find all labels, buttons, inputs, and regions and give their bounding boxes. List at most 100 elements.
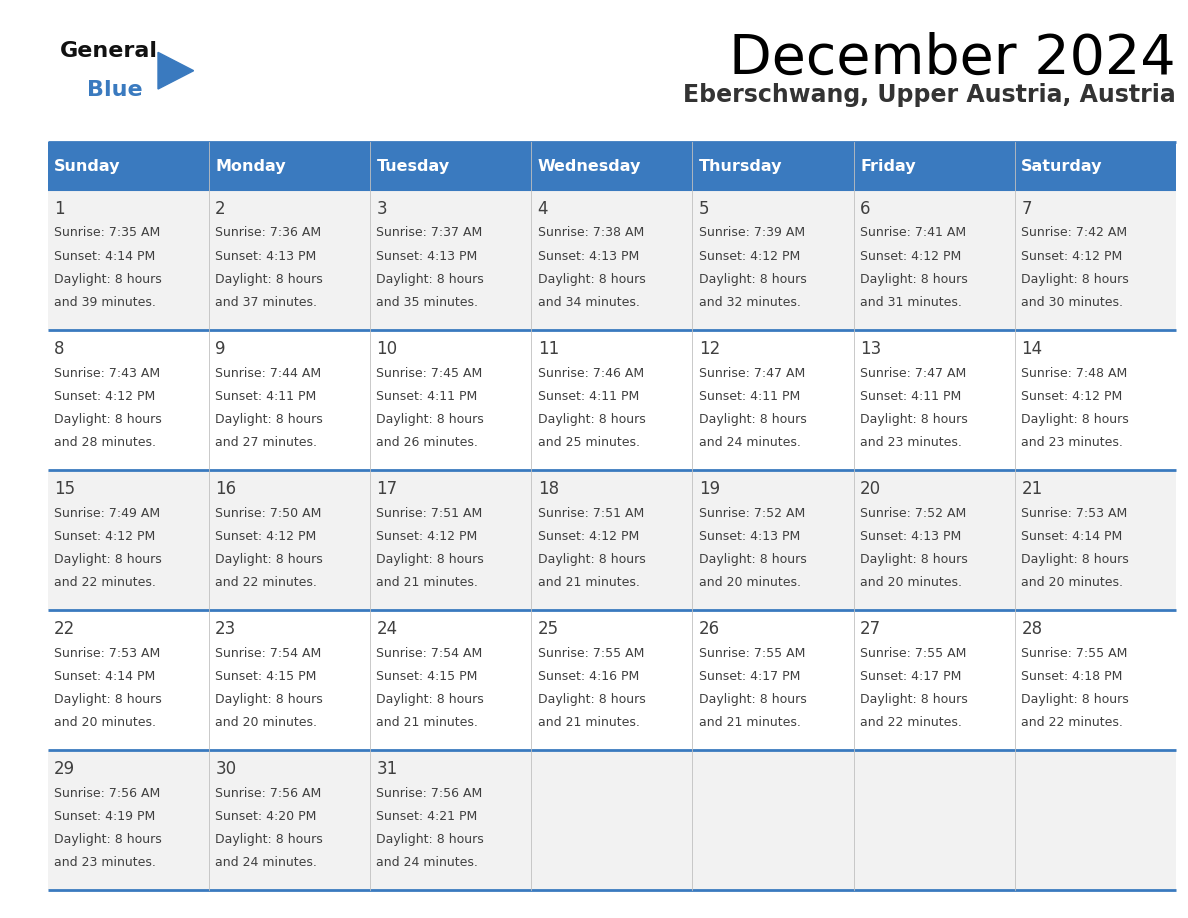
- Text: Sunrise: 7:54 AM: Sunrise: 7:54 AM: [215, 646, 322, 660]
- Text: 9: 9: [215, 340, 226, 358]
- Text: Daylight: 8 hours: Daylight: 8 hours: [538, 413, 645, 426]
- Bar: [369, 142, 531, 190]
- Text: Daylight: 8 hours: Daylight: 8 hours: [860, 553, 968, 565]
- Text: Sunrise: 7:54 AM: Sunrise: 7:54 AM: [377, 646, 482, 660]
- Text: Sunrise: 7:44 AM: Sunrise: 7:44 AM: [215, 366, 321, 379]
- Text: and 20 minutes.: and 20 minutes.: [1022, 576, 1124, 589]
- Text: Daylight: 8 hours: Daylight: 8 hours: [53, 833, 162, 846]
- Text: and 31 minutes.: and 31 minutes.: [860, 296, 962, 308]
- Text: Sunrise: 7:51 AM: Sunrise: 7:51 AM: [538, 507, 644, 520]
- Text: Sunrise: 7:49 AM: Sunrise: 7:49 AM: [53, 507, 160, 520]
- Text: Sunrise: 7:52 AM: Sunrise: 7:52 AM: [699, 507, 805, 520]
- Text: and 21 minutes.: and 21 minutes.: [699, 716, 801, 729]
- Text: Sunset: 4:16 PM: Sunset: 4:16 PM: [538, 670, 639, 683]
- Text: Daylight: 8 hours: Daylight: 8 hours: [538, 273, 645, 285]
- Text: Sunset: 4:13 PM: Sunset: 4:13 PM: [215, 250, 316, 263]
- Text: Sunset: 4:13 PM: Sunset: 4:13 PM: [377, 250, 478, 263]
- Text: Sunset: 4:11 PM: Sunset: 4:11 PM: [377, 389, 478, 403]
- Text: Daylight: 8 hours: Daylight: 8 hours: [53, 553, 162, 565]
- Text: 28: 28: [1022, 620, 1042, 638]
- Text: 23: 23: [215, 620, 236, 638]
- Text: Daylight: 8 hours: Daylight: 8 hours: [215, 273, 323, 285]
- Text: Sunrise: 7:55 AM: Sunrise: 7:55 AM: [860, 646, 967, 660]
- Text: and 20 minutes.: and 20 minutes.: [699, 576, 801, 589]
- Text: Daylight: 8 hours: Daylight: 8 hours: [53, 693, 162, 706]
- Text: Sunrise: 7:55 AM: Sunrise: 7:55 AM: [1022, 646, 1127, 660]
- Text: and 34 minutes.: and 34 minutes.: [538, 296, 639, 308]
- Text: Daylight: 8 hours: Daylight: 8 hours: [1022, 693, 1129, 706]
- Text: Friday: Friday: [860, 159, 916, 174]
- Text: Sunrise: 7:37 AM: Sunrise: 7:37 AM: [377, 227, 482, 240]
- Text: 10: 10: [377, 340, 398, 358]
- Text: 12: 12: [699, 340, 720, 358]
- Text: Sunrise: 7:45 AM: Sunrise: 7:45 AM: [377, 366, 482, 379]
- Text: 2: 2: [215, 200, 226, 218]
- Text: and 21 minutes.: and 21 minutes.: [538, 576, 639, 589]
- Text: 11: 11: [538, 340, 558, 358]
- Text: Sunset: 4:11 PM: Sunset: 4:11 PM: [215, 389, 316, 403]
- Text: Sunset: 4:13 PM: Sunset: 4:13 PM: [860, 530, 961, 543]
- Bar: [48, 470, 1176, 610]
- Text: 30: 30: [215, 760, 236, 778]
- Text: and 25 minutes.: and 25 minutes.: [538, 436, 639, 449]
- Text: Daylight: 8 hours: Daylight: 8 hours: [860, 273, 968, 285]
- Text: Daylight: 8 hours: Daylight: 8 hours: [1022, 413, 1129, 426]
- Text: Sunrise: 7:43 AM: Sunrise: 7:43 AM: [53, 366, 160, 379]
- Text: Sunrise: 7:47 AM: Sunrise: 7:47 AM: [699, 366, 805, 379]
- Text: 4: 4: [538, 200, 548, 218]
- Text: 18: 18: [538, 480, 558, 498]
- Text: and 21 minutes.: and 21 minutes.: [377, 716, 479, 729]
- Text: and 21 minutes.: and 21 minutes.: [377, 576, 479, 589]
- Text: Sunset: 4:14 PM: Sunset: 4:14 PM: [53, 670, 156, 683]
- Text: Sunset: 4:12 PM: Sunset: 4:12 PM: [1022, 389, 1123, 403]
- Text: Sunday: Sunday: [53, 159, 120, 174]
- Text: Daylight: 8 hours: Daylight: 8 hours: [699, 413, 807, 426]
- Text: and 23 minutes.: and 23 minutes.: [860, 436, 962, 449]
- Text: and 26 minutes.: and 26 minutes.: [377, 436, 479, 449]
- Text: and 24 minutes.: and 24 minutes.: [377, 856, 479, 869]
- Text: Sunset: 4:12 PM: Sunset: 4:12 PM: [215, 530, 316, 543]
- Text: Blue: Blue: [87, 80, 143, 100]
- Text: Sunrise: 7:42 AM: Sunrise: 7:42 AM: [1022, 227, 1127, 240]
- Text: 7: 7: [1022, 200, 1032, 218]
- Bar: [209, 142, 369, 190]
- Text: and 20 minutes.: and 20 minutes.: [215, 716, 317, 729]
- Text: and 24 minutes.: and 24 minutes.: [699, 436, 801, 449]
- Text: Sunset: 4:19 PM: Sunset: 4:19 PM: [53, 810, 156, 823]
- Text: 31: 31: [377, 760, 398, 778]
- Text: Daylight: 8 hours: Daylight: 8 hours: [377, 833, 485, 846]
- Text: Daylight: 8 hours: Daylight: 8 hours: [377, 693, 485, 706]
- Text: 19: 19: [699, 480, 720, 498]
- Text: Sunrise: 7:48 AM: Sunrise: 7:48 AM: [1022, 366, 1127, 379]
- Bar: [693, 142, 854, 190]
- Text: 14: 14: [1022, 340, 1042, 358]
- Text: Sunrise: 7:56 AM: Sunrise: 7:56 AM: [215, 787, 322, 800]
- Text: and 22 minutes.: and 22 minutes.: [53, 576, 156, 589]
- Text: Daylight: 8 hours: Daylight: 8 hours: [1022, 553, 1129, 565]
- Text: Sunset: 4:21 PM: Sunset: 4:21 PM: [377, 810, 478, 823]
- Text: Sunset: 4:12 PM: Sunset: 4:12 PM: [538, 530, 639, 543]
- Text: and 20 minutes.: and 20 minutes.: [53, 716, 156, 729]
- Text: Sunset: 4:15 PM: Sunset: 4:15 PM: [377, 670, 478, 683]
- Text: and 35 minutes.: and 35 minutes.: [377, 296, 479, 308]
- Text: Sunset: 4:12 PM: Sunset: 4:12 PM: [699, 250, 801, 263]
- Text: 25: 25: [538, 620, 558, 638]
- Text: 29: 29: [53, 760, 75, 778]
- Text: Sunset: 4:18 PM: Sunset: 4:18 PM: [1022, 670, 1123, 683]
- Text: and 22 minutes.: and 22 minutes.: [1022, 716, 1123, 729]
- Text: Sunrise: 7:50 AM: Sunrise: 7:50 AM: [215, 507, 322, 520]
- Text: 21: 21: [1022, 480, 1043, 498]
- Text: Sunset: 4:17 PM: Sunset: 4:17 PM: [699, 670, 801, 683]
- Text: Daylight: 8 hours: Daylight: 8 hours: [860, 413, 968, 426]
- Text: Sunrise: 7:53 AM: Sunrise: 7:53 AM: [53, 646, 160, 660]
- Text: Sunset: 4:12 PM: Sunset: 4:12 PM: [53, 389, 156, 403]
- Text: Daylight: 8 hours: Daylight: 8 hours: [377, 553, 485, 565]
- Text: 15: 15: [53, 480, 75, 498]
- Bar: [48, 610, 1176, 750]
- Text: Sunrise: 7:38 AM: Sunrise: 7:38 AM: [538, 227, 644, 240]
- Text: Daylight: 8 hours: Daylight: 8 hours: [215, 693, 323, 706]
- Text: and 22 minutes.: and 22 minutes.: [215, 576, 317, 589]
- Text: Sunrise: 7:46 AM: Sunrise: 7:46 AM: [538, 366, 644, 379]
- Text: Daylight: 8 hours: Daylight: 8 hours: [377, 273, 485, 285]
- Text: 22: 22: [53, 620, 75, 638]
